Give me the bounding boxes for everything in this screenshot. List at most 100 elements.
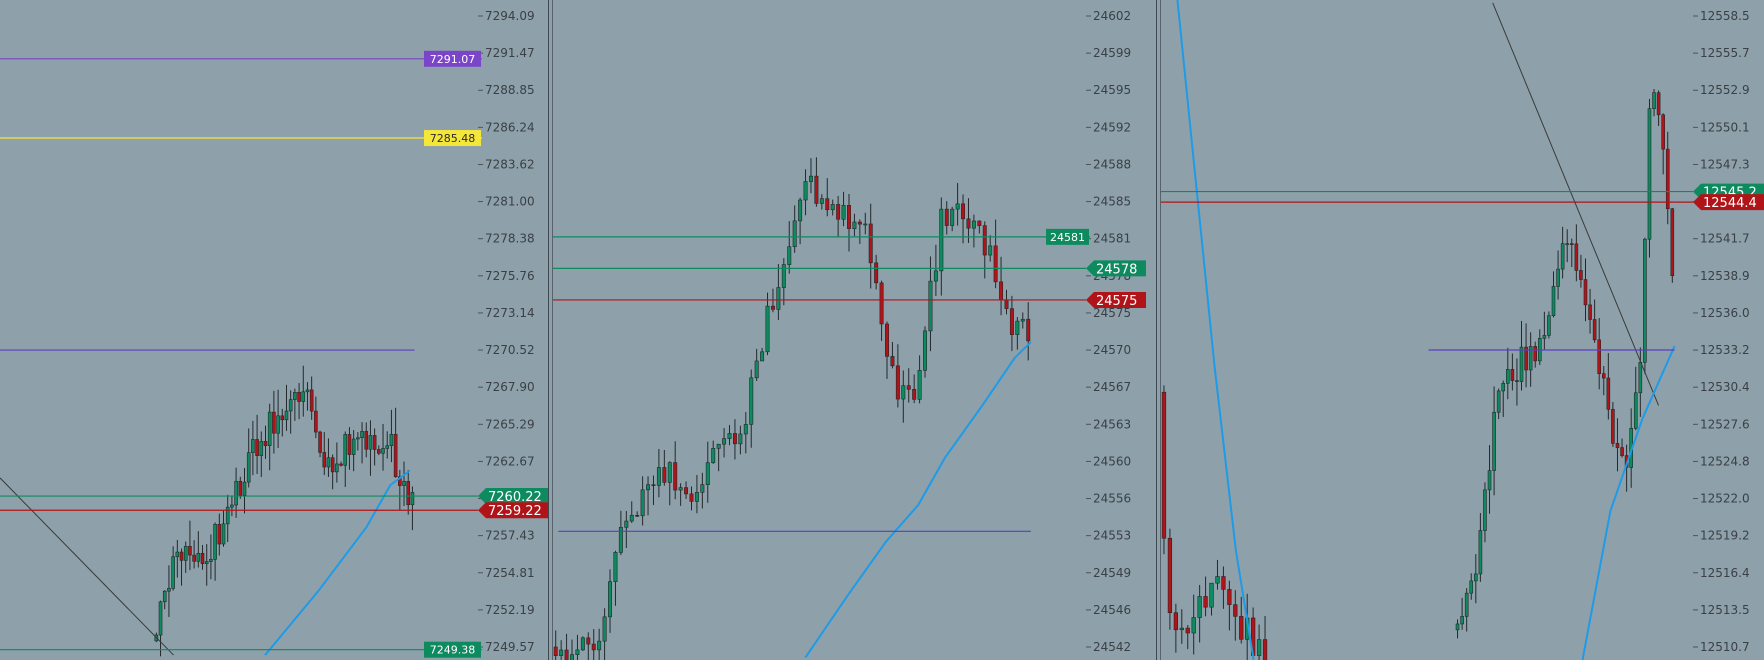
candle[interactable]	[1173, 603, 1179, 653]
candle[interactable]	[280, 408, 285, 437]
candle[interactable]	[1652, 89, 1656, 117]
candle[interactable]	[928, 256, 933, 352]
candle[interactable]	[1185, 625, 1190, 650]
candle[interactable]	[988, 235, 993, 262]
candle[interactable]	[738, 425, 743, 455]
candle[interactable]	[939, 197, 944, 296]
candle[interactable]	[1020, 312, 1025, 329]
candle[interactable]	[716, 443, 721, 472]
candle[interactable]	[356, 432, 360, 451]
candle[interactable]	[1239, 596, 1244, 644]
candle[interactable]	[597, 628, 602, 660]
price-level-tag[interactable]	[424, 130, 481, 147]
candle[interactable]	[385, 431, 390, 459]
plot-area-1[interactable]	[0, 58, 482, 657]
candle[interactable]	[847, 194, 851, 252]
candle[interactable]	[667, 461, 672, 506]
candle[interactable]	[1460, 597, 1464, 630]
candle[interactable]	[1556, 250, 1560, 300]
candle[interactable]	[360, 422, 364, 464]
candle[interactable]	[339, 461, 343, 467]
candle[interactable]	[776, 264, 781, 321]
price-level-marker[interactable]	[1086, 260, 1146, 277]
candle[interactable]	[754, 348, 759, 382]
candle[interactable]	[1574, 224, 1579, 282]
candle[interactable]	[288, 390, 293, 434]
candle[interactable]	[167, 565, 171, 617]
candle[interactable]	[1506, 347, 1510, 400]
candle[interactable]	[923, 326, 928, 378]
candle[interactable]	[1588, 288, 1592, 334]
candle[interactable]	[158, 600, 163, 657]
candle[interactable]	[591, 629, 596, 660]
candle[interactable]	[267, 403, 272, 471]
candle[interactable]	[792, 205, 797, 253]
candle[interactable]	[284, 384, 289, 431]
candle[interactable]	[1542, 311, 1547, 350]
candle[interactable]	[1492, 386, 1496, 496]
candle[interactable]	[389, 409, 394, 463]
candle[interactable]	[1643, 237, 1647, 374]
candle[interactable]	[1483, 482, 1487, 543]
candle[interactable]	[727, 425, 732, 446]
candle[interactable]	[393, 407, 398, 478]
candle[interactable]	[906, 368, 911, 403]
price-level-marker[interactable]	[1086, 291, 1146, 308]
candle[interactable]	[406, 469, 411, 515]
candle[interactable]	[335, 442, 339, 483]
candle[interactable]	[343, 431, 348, 488]
candle[interactable]	[743, 412, 748, 454]
candle[interactable]	[966, 198, 971, 243]
candle[interactable]	[234, 467, 238, 518]
candle[interactable]	[230, 495, 234, 517]
candle[interactable]	[1203, 576, 1208, 617]
candle[interactable]	[673, 441, 678, 500]
candle[interactable]	[1547, 311, 1551, 339]
candle[interactable]	[711, 440, 716, 464]
candle[interactable]	[901, 370, 906, 423]
candle[interactable]	[1670, 207, 1675, 283]
price-axis-3[interactable]: 12558.5 12555.7 12552.9 12550.1 12547.3 12544…	[1693, 9, 1764, 654]
price-axis-2[interactable]: 24602 24599 24595 24592 24588 24585 24581 24578…	[1046, 9, 1146, 654]
candle[interactable]	[580, 636, 585, 651]
moving-average-line[interactable]	[804, 341, 1032, 659]
candle[interactable]	[961, 194, 966, 244]
candle[interactable]	[1579, 254, 1583, 288]
candle[interactable]	[179, 548, 184, 586]
candle[interactable]	[1161, 385, 1167, 555]
candle[interactable]	[749, 369, 754, 448]
candle[interactable]	[825, 178, 830, 217]
candle[interactable]	[1478, 513, 1483, 582]
candle[interactable]	[890, 341, 895, 369]
trend-line[interactable]	[0, 477, 174, 656]
candle[interactable]	[297, 383, 301, 420]
candle[interactable]	[351, 430, 356, 472]
candle[interactable]	[1592, 299, 1597, 343]
candle[interactable]	[684, 481, 689, 500]
candle[interactable]	[225, 494, 230, 542]
candle[interactable]	[841, 191, 846, 227]
candle[interactable]	[368, 420, 373, 476]
candle[interactable]	[732, 419, 737, 460]
candle[interactable]	[1469, 573, 1474, 600]
candle[interactable]	[694, 474, 699, 514]
candle[interactable]	[553, 630, 558, 660]
candle[interactable]	[760, 347, 765, 362]
candle[interactable]	[196, 531, 201, 568]
candle[interactable]	[263, 425, 268, 459]
candle[interactable]	[314, 396, 318, 439]
candle[interactable]	[221, 510, 226, 547]
candle[interactable]	[1515, 358, 1519, 406]
price-level-tag[interactable]	[1046, 228, 1089, 245]
candle[interactable]	[836, 195, 841, 237]
candle[interactable]	[162, 590, 167, 610]
candle[interactable]	[803, 169, 808, 216]
candle[interactable]	[276, 389, 280, 448]
candle[interactable]	[944, 201, 949, 235]
candle[interactable]	[381, 423, 385, 471]
candle[interactable]	[1583, 258, 1588, 322]
candle[interactable]	[251, 420, 255, 476]
plot-area-3[interactable]	[1161, 0, 1693, 660]
candle[interactable]	[410, 486, 415, 531]
moving-average-line[interactable]	[1578, 345, 1676, 660]
